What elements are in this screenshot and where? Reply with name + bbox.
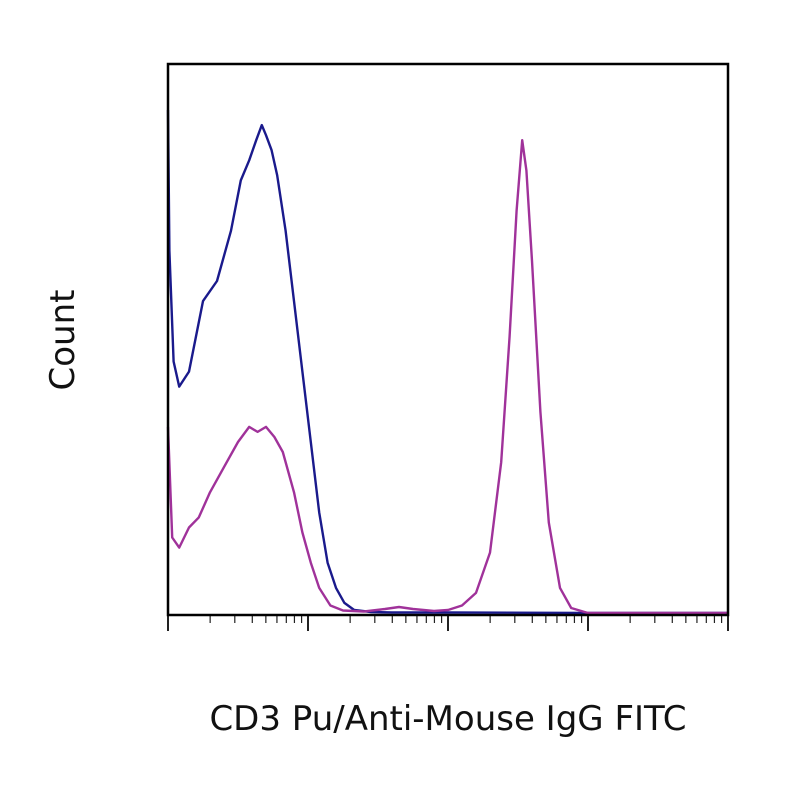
plot-frame xyxy=(166,62,730,617)
series-lines xyxy=(166,109,728,615)
x-axis-ticks xyxy=(167,615,729,631)
x-axis-label: CD3 Pu/Anti-Mouse IgG FITC xyxy=(209,699,686,739)
series-line-2 xyxy=(166,138,728,615)
series-line-1 xyxy=(166,109,728,615)
y-axis-label: Count xyxy=(43,290,83,391)
